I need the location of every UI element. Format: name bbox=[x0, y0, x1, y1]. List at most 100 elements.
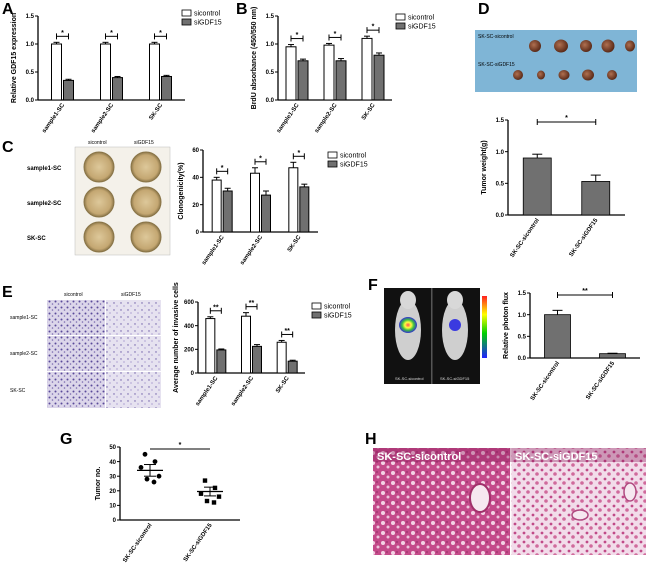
bar bbox=[252, 345, 262, 374]
y-tick-label: 0.0 bbox=[26, 98, 35, 104]
histology-header-band bbox=[373, 448, 646, 462]
y-tick-label: 0.5 bbox=[496, 182, 505, 188]
panel-label-d: D bbox=[478, 1, 490, 18]
bar bbox=[250, 172, 260, 233]
data-point bbox=[212, 485, 218, 491]
x-tick-label: sample2-SC bbox=[231, 375, 256, 407]
y-tick-label: 10 bbox=[109, 504, 116, 510]
legend-label: sicontrol bbox=[408, 15, 435, 22]
y-axis-label: Tumor weight(g) bbox=[481, 140, 488, 194]
significance-marker: ** bbox=[582, 288, 588, 295]
legend-swatch bbox=[327, 151, 338, 159]
colony-row-label-2: sample2-SC bbox=[27, 201, 62, 207]
data-point bbox=[138, 465, 144, 470]
y-tick-label: 50 bbox=[109, 445, 116, 451]
data-point bbox=[204, 498, 210, 504]
y-tick-label: 1.5 bbox=[518, 291, 527, 297]
y-tick-label: 1.5 bbox=[26, 14, 35, 20]
bar bbox=[287, 360, 298, 374]
significance-marker: ** bbox=[213, 304, 219, 311]
y-axis-label: Relative GDF15 expression bbox=[11, 13, 18, 103]
significance-marker: ** bbox=[249, 300, 255, 307]
significance-marker: * bbox=[296, 32, 299, 39]
panel-label-h: H bbox=[365, 431, 377, 448]
y-axis-label: Clonogenicity(%) bbox=[178, 162, 185, 219]
significance-marker: * bbox=[372, 24, 375, 31]
y-tick-label: 40 bbox=[109, 460, 116, 466]
legend-swatch bbox=[311, 302, 322, 310]
panel-label-e: E bbox=[2, 284, 13, 301]
chart-d: 0.0 0.5 1.0 1.5 Tumor weight(g) SK-SC-sicontr… bbox=[481, 115, 625, 259]
legend-label: siGDF15 bbox=[324, 313, 352, 320]
xenograft-tumors-photo bbox=[475, 30, 637, 92]
x-tick-label: SK-SC-siGDF15 bbox=[569, 217, 600, 258]
x-tick-label: sample1-SC bbox=[201, 234, 226, 266]
legend-swatch bbox=[395, 13, 406, 21]
x-tick-label: sample2-SC bbox=[240, 234, 265, 266]
y-tick-label: 0.0 bbox=[518, 356, 527, 362]
bar bbox=[276, 341, 287, 374]
invasion-row-label-1: sample1-SC bbox=[10, 315, 38, 321]
bar bbox=[241, 315, 251, 374]
bar bbox=[161, 75, 172, 101]
significance-marker: * bbox=[159, 30, 162, 37]
bar bbox=[323, 44, 335, 101]
biolum-caption-sigdf15: SK-SC-siGDF15 bbox=[440, 376, 470, 381]
data-point bbox=[151, 479, 157, 485]
colony-header-sigdf15: siGDF15 bbox=[134, 140, 154, 146]
invasion-assay-photo bbox=[47, 300, 161, 408]
significance-marker: * bbox=[179, 442, 182, 449]
y-tick-label: 1.5 bbox=[266, 14, 275, 20]
biolum-caption-control: SK-SC-sicontrol bbox=[395, 376, 424, 381]
y-tick-label: 0.5 bbox=[26, 70, 35, 76]
x-tick-label: SK-SC bbox=[361, 102, 377, 121]
x-tick-label: sample1-SC bbox=[195, 375, 220, 407]
legend-swatch bbox=[311, 311, 322, 319]
data-point bbox=[156, 473, 162, 479]
legend-swatch bbox=[395, 22, 406, 30]
bar bbox=[112, 77, 123, 101]
x-tick-label: sample2-SC bbox=[91, 102, 116, 134]
legend-label: siGDF15 bbox=[194, 20, 222, 27]
bar bbox=[373, 54, 385, 101]
y-tick-label: 0 bbox=[191, 371, 195, 377]
legend-swatch bbox=[181, 18, 192, 26]
legend-label: sicontrol bbox=[194, 11, 221, 18]
x-tick-label: SK-SC-sicontrol bbox=[122, 522, 153, 563]
colony-header-control: sicontrol bbox=[88, 140, 107, 146]
x-tick-label: SK-SC-siGDF15 bbox=[183, 522, 214, 563]
bar bbox=[63, 79, 74, 101]
bar bbox=[299, 186, 310, 233]
bar bbox=[285, 46, 297, 101]
bar bbox=[205, 318, 216, 374]
lung-histology-photo bbox=[373, 448, 646, 555]
significance-marker: * bbox=[110, 30, 113, 37]
y-tick-label: 1.0 bbox=[496, 150, 505, 156]
significance-marker: * bbox=[334, 31, 337, 38]
significance-marker: * bbox=[61, 30, 64, 37]
x-tick-label: SK-SC-sicontrol bbox=[530, 360, 561, 401]
invasion-header-sigdf15: siGDF15 bbox=[121, 292, 141, 298]
significance-marker: * bbox=[297, 150, 300, 157]
y-tick-label: 200 bbox=[184, 348, 195, 354]
colony-plates-photo bbox=[74, 146, 171, 256]
significance-marker: ** bbox=[284, 328, 290, 335]
bar bbox=[599, 353, 626, 359]
invasion-header-control: sicontrol bbox=[64, 292, 83, 298]
bar bbox=[216, 349, 227, 374]
invasion-row-label-3: SK-SC bbox=[10, 388, 26, 394]
tumor-row-label-control: SK-SC-sicontrol bbox=[478, 34, 514, 40]
y-tick-label: 0 bbox=[113, 518, 117, 524]
histology-caption-sigdf15: SK-SC-siGDF15 bbox=[515, 451, 598, 463]
panel-label-g: G bbox=[60, 431, 72, 448]
panel-label-c: C bbox=[2, 139, 14, 156]
y-tick-label: 400 bbox=[184, 324, 195, 330]
x-tick-label: SK-SC bbox=[287, 234, 303, 253]
panel-label-f: F bbox=[368, 277, 378, 294]
data-point bbox=[202, 478, 208, 483]
bar bbox=[522, 157, 552, 216]
bar bbox=[581, 181, 611, 216]
data-point bbox=[144, 476, 150, 482]
bar bbox=[211, 179, 222, 233]
